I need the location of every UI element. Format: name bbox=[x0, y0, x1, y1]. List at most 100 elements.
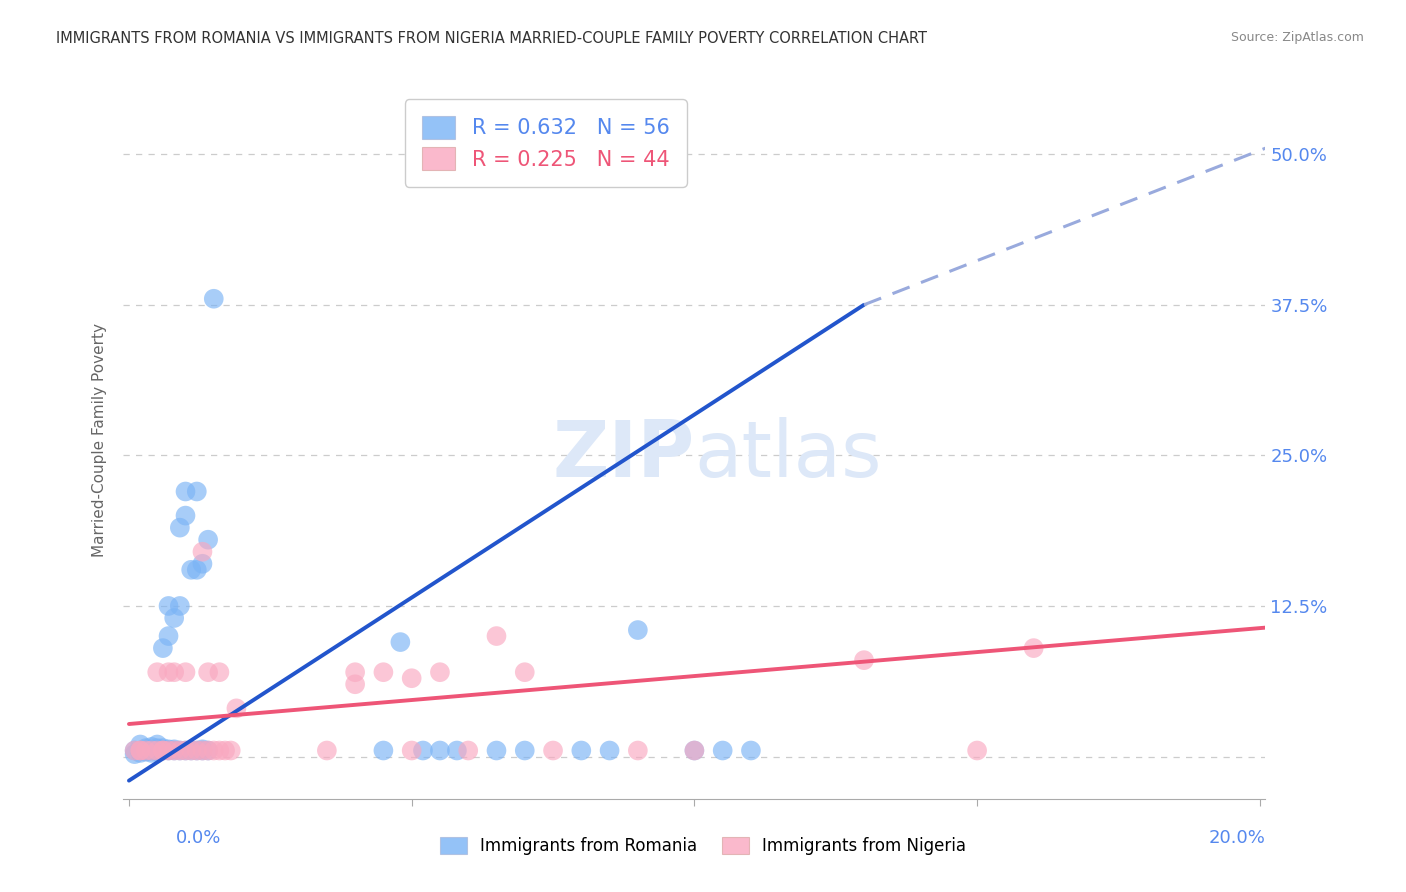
Text: atlas: atlas bbox=[695, 417, 882, 492]
Point bbox=[197, 665, 219, 680]
Point bbox=[169, 521, 191, 535]
Point bbox=[683, 743, 706, 757]
Point bbox=[485, 629, 508, 643]
Point bbox=[569, 743, 592, 757]
Point bbox=[191, 742, 214, 756]
Point bbox=[163, 743, 186, 757]
Point bbox=[513, 665, 536, 680]
Point bbox=[429, 665, 451, 680]
Point bbox=[315, 743, 337, 757]
Point bbox=[344, 665, 367, 680]
Point bbox=[191, 743, 214, 757]
Point bbox=[186, 563, 208, 577]
Point bbox=[141, 743, 163, 757]
Point bbox=[135, 743, 157, 757]
Point bbox=[169, 599, 191, 613]
Point bbox=[163, 742, 186, 756]
Point bbox=[180, 563, 202, 577]
Point bbox=[412, 743, 434, 757]
Point bbox=[429, 743, 451, 757]
Point bbox=[219, 743, 242, 757]
Point bbox=[146, 743, 169, 757]
Point bbox=[146, 738, 169, 752]
Point bbox=[163, 665, 186, 680]
Point bbox=[124, 743, 146, 757]
Point bbox=[214, 743, 236, 757]
Point bbox=[599, 743, 621, 757]
Point bbox=[169, 743, 191, 757]
Point bbox=[163, 611, 186, 625]
Point bbox=[644, 159, 666, 173]
Point bbox=[157, 743, 180, 757]
Point bbox=[541, 743, 564, 757]
Point bbox=[853, 653, 876, 667]
Point bbox=[740, 743, 762, 757]
Point bbox=[202, 743, 225, 757]
Point bbox=[146, 665, 169, 680]
Point bbox=[152, 743, 174, 757]
Point bbox=[627, 743, 650, 757]
Text: 0.0%: 0.0% bbox=[176, 829, 221, 847]
Point bbox=[152, 741, 174, 756]
Point bbox=[169, 743, 191, 757]
Point bbox=[129, 743, 152, 757]
Point bbox=[225, 701, 247, 715]
Legend: Immigrants from Romania, Immigrants from Nigeria: Immigrants from Romania, Immigrants from… bbox=[433, 830, 973, 862]
Point bbox=[174, 484, 197, 499]
Point bbox=[197, 743, 219, 757]
Point bbox=[135, 745, 157, 759]
Point bbox=[208, 665, 231, 680]
Point bbox=[191, 743, 214, 757]
Point bbox=[141, 746, 163, 760]
Point bbox=[157, 665, 180, 680]
Point bbox=[401, 743, 423, 757]
Text: 20.0%: 20.0% bbox=[1209, 829, 1265, 847]
Point bbox=[197, 743, 219, 757]
Point bbox=[683, 743, 706, 757]
Point bbox=[141, 743, 163, 757]
Point bbox=[373, 665, 395, 680]
Point bbox=[163, 743, 186, 757]
Point bbox=[180, 743, 202, 757]
Text: ZIP: ZIP bbox=[553, 417, 695, 492]
Point bbox=[141, 739, 163, 754]
Point bbox=[129, 743, 152, 757]
Point bbox=[457, 743, 479, 757]
Point bbox=[146, 743, 169, 757]
Point bbox=[966, 743, 988, 757]
Point bbox=[186, 743, 208, 757]
Point bbox=[191, 557, 214, 571]
Point bbox=[1022, 641, 1045, 656]
Point bbox=[191, 545, 214, 559]
Point bbox=[152, 641, 174, 656]
Point bbox=[627, 623, 650, 637]
Point bbox=[186, 484, 208, 499]
Point bbox=[174, 665, 197, 680]
Point bbox=[124, 743, 146, 757]
Point bbox=[152, 743, 174, 757]
Point bbox=[146, 745, 169, 759]
Point bbox=[135, 743, 157, 757]
Point bbox=[202, 292, 225, 306]
Point bbox=[157, 742, 180, 756]
Point bbox=[389, 635, 412, 649]
Text: Source: ZipAtlas.com: Source: ZipAtlas.com bbox=[1230, 31, 1364, 45]
Point bbox=[157, 743, 180, 757]
Point bbox=[129, 743, 152, 757]
Y-axis label: Married-Couple Family Poverty: Married-Couple Family Poverty bbox=[93, 323, 107, 558]
Point bbox=[174, 508, 197, 523]
Point bbox=[124, 747, 146, 761]
Point bbox=[446, 743, 468, 757]
Point bbox=[186, 743, 208, 757]
Point bbox=[129, 738, 152, 752]
Point bbox=[174, 743, 197, 757]
Point bbox=[180, 743, 202, 757]
Point bbox=[513, 743, 536, 757]
Point bbox=[157, 629, 180, 643]
Point bbox=[373, 743, 395, 757]
Point bbox=[197, 533, 219, 547]
Legend: R = 0.632   N = 56, R = 0.225   N = 44: R = 0.632 N = 56, R = 0.225 N = 44 bbox=[405, 100, 686, 186]
Point bbox=[174, 743, 197, 757]
Point bbox=[344, 677, 367, 691]
Point bbox=[146, 741, 169, 756]
